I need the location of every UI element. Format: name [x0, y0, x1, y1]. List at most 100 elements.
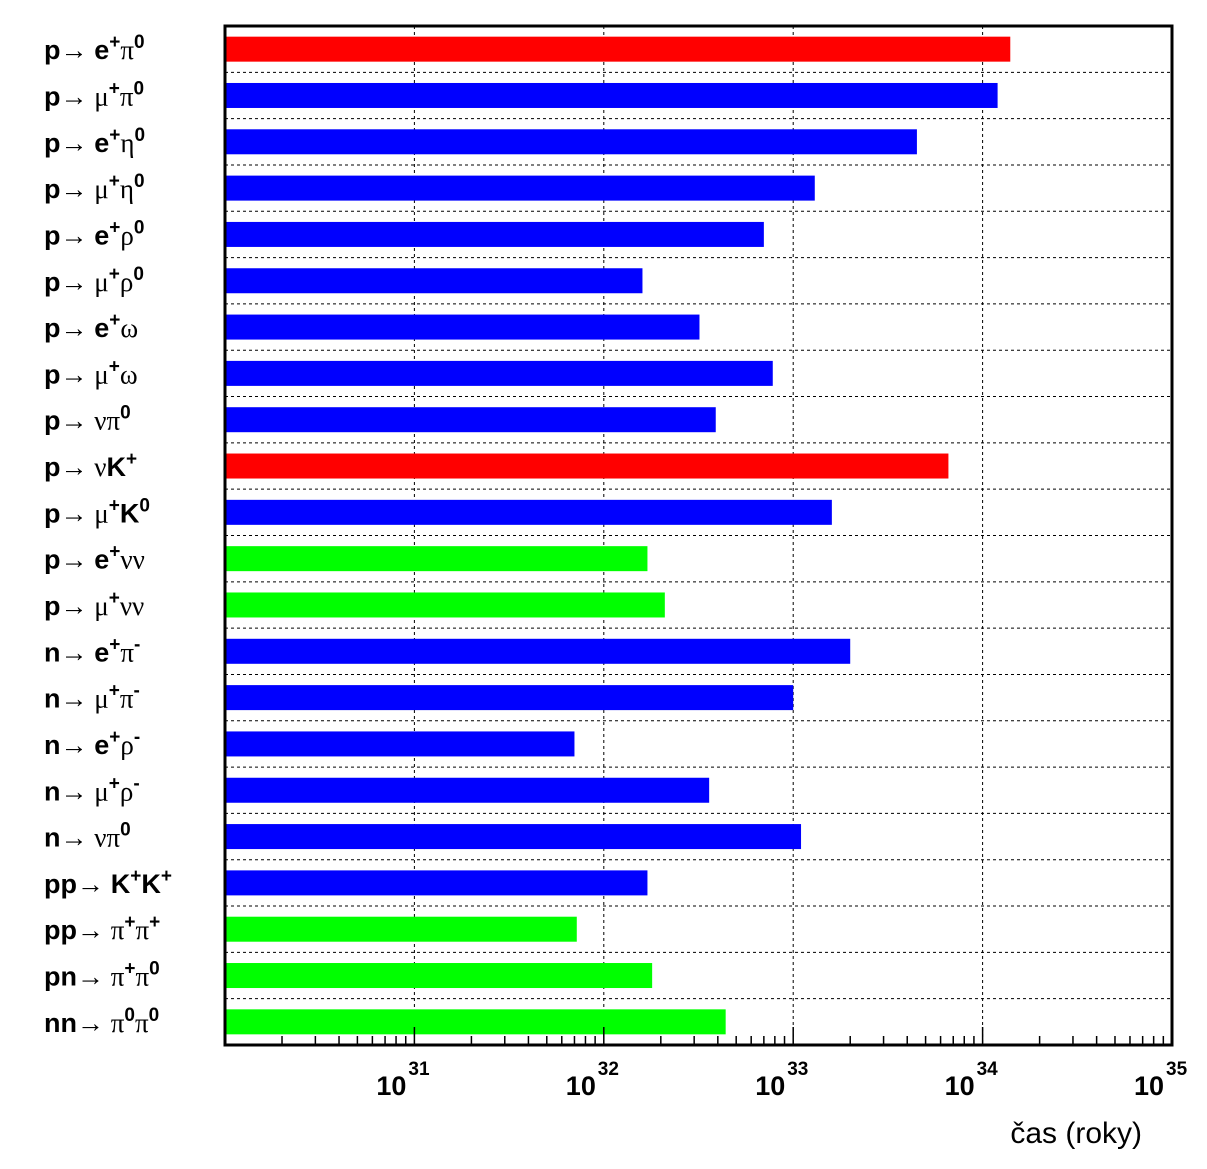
- label-part: +: [109, 310, 120, 331]
- label-part: n: [44, 823, 61, 853]
- label-part: +: [109, 171, 120, 192]
- bar: [226, 731, 575, 757]
- label-part: → π: [77, 915, 125, 945]
- label-part: ρ: [120, 267, 133, 297]
- label-part: 0: [149, 959, 160, 980]
- bar: [226, 1009, 726, 1035]
- label-part: ρ: [120, 776, 133, 806]
- x-axis-title: čas (roky): [1010, 1117, 1142, 1150]
- label-part: +: [109, 32, 120, 53]
- category-label: p→ μ+ω: [44, 356, 138, 389]
- label-part: +: [130, 866, 141, 887]
- label-part: 0: [134, 171, 145, 192]
- bar: [226, 916, 577, 942]
- label-part: +: [109, 264, 120, 285]
- category-label: n→ νπ0: [44, 820, 131, 853]
- label-part: +: [109, 78, 120, 99]
- category-label: p→ νπ0: [44, 403, 131, 436]
- category-label: p→ μ+νν: [44, 588, 144, 621]
- plot-frame: [223, 24, 1174, 1047]
- category-label: p→ e+ω: [44, 310, 138, 343]
- label-part: ω: [120, 359, 138, 389]
- label-part: 0: [134, 32, 145, 53]
- label-part: +: [109, 773, 120, 794]
- bar: [226, 499, 832, 525]
- bar: [226, 546, 648, 572]
- label-part: K: [120, 498, 140, 528]
- tick-label-exp: 34: [977, 1059, 999, 1080]
- bar: [226, 592, 665, 618]
- label-part: →: [61, 637, 95, 667]
- label-part: → π: [77, 962, 125, 992]
- tick-label-exp: 31: [408, 1059, 430, 1080]
- label-part: →: [61, 128, 95, 158]
- label-part: +: [124, 959, 135, 980]
- label-part: n: [44, 730, 61, 760]
- label-part: p: [44, 545, 61, 575]
- label-part: → μ: [61, 267, 109, 297]
- label-part: →: [61, 545, 95, 575]
- bar: [226, 129, 917, 155]
- category-label: p→ e+ρ0: [44, 217, 144, 250]
- label-part: →: [77, 869, 111, 899]
- category-label: p→ e+η0: [44, 125, 145, 158]
- label-part: η: [120, 174, 134, 204]
- tick-label-base: 10: [755, 1071, 785, 1101]
- label-part: π: [120, 637, 134, 667]
- category-label: pn→ π+π0: [44, 959, 160, 992]
- category-label: p→ e+νν: [44, 542, 145, 575]
- label-part: ρ: [120, 730, 133, 760]
- tick-label-base: 10: [376, 1071, 406, 1101]
- category-label: p→ μ+K0: [44, 495, 150, 528]
- label-part: -: [133, 681, 139, 702]
- bar: [226, 407, 716, 433]
- label-part: p: [44, 35, 61, 65]
- label-part: +: [161, 866, 172, 887]
- bar: [226, 777, 710, 803]
- label-part: ω: [120, 313, 138, 343]
- bar: [226, 870, 648, 896]
- category-label: p→ μ+η0: [44, 171, 145, 204]
- label-part: +: [109, 727, 120, 748]
- label-part: p: [44, 174, 61, 204]
- label-part: π: [136, 962, 150, 992]
- category-label: n→ e+π-: [44, 634, 140, 667]
- bar: [226, 82, 998, 108]
- x-ticks: [281, 1027, 1165, 1045]
- label-part: +: [149, 912, 160, 933]
- bar: [226, 360, 773, 386]
- category-labels: p→ e+π0p→ μ+π0p→ e+η0p→ μ+η0p→ e+ρ0p→ μ+…: [44, 32, 172, 1038]
- label-part: p: [44, 220, 61, 250]
- label-part: p: [44, 406, 61, 436]
- label-part: → μ: [61, 498, 109, 528]
- bar: [226, 175, 815, 201]
- bar: [226, 685, 794, 711]
- bar: [226, 824, 802, 850]
- category-label: nn→ π0π0: [44, 1005, 159, 1038]
- label-part: +: [109, 125, 120, 146]
- label-part: +: [109, 681, 120, 702]
- label-part: νν: [120, 545, 144, 575]
- label-part: p: [44, 313, 61, 343]
- label-part: π: [120, 684, 134, 714]
- label-part: nn: [44, 1008, 77, 1038]
- label-part: +: [126, 449, 137, 470]
- label-part: +: [109, 495, 120, 516]
- label-part: p: [44, 359, 61, 389]
- label-part: π: [136, 915, 150, 945]
- label-part: +: [109, 634, 120, 655]
- label-part: →: [61, 35, 95, 65]
- label-part: +: [109, 542, 120, 563]
- bars: [226, 36, 1011, 1035]
- label-part: 0: [149, 1005, 160, 1026]
- label-part: 0: [135, 125, 146, 146]
- label-part: K: [106, 452, 126, 482]
- label-part: νν: [120, 591, 144, 621]
- label-part: p: [44, 591, 61, 621]
- label-part: π: [120, 81, 134, 111]
- category-label: p→ e+π0: [44, 32, 145, 65]
- label-part: e: [94, 637, 109, 667]
- label-part: 0: [120, 403, 131, 424]
- label-part: 0: [133, 264, 144, 285]
